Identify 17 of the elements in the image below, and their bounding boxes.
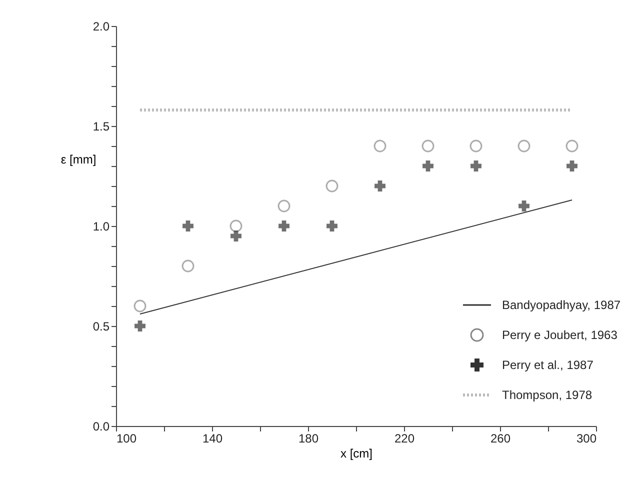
y-tick-label: 1.5 [92, 120, 110, 134]
x-tick-label: 140 [202, 432, 223, 446]
x-tick-label: 260 [490, 432, 511, 446]
x-tick-label: 180 [298, 432, 319, 446]
legend-label: Perry e Joubert, 1963 [502, 328, 618, 342]
y-tick-label: 2.0 [92, 20, 110, 34]
y-tick-label: 0.5 [92, 320, 110, 334]
x-tick-label: 220 [394, 432, 415, 446]
legend-label: Perry et al., 1987 [502, 358, 594, 372]
x-tick-label: 100 [116, 432, 137, 446]
y-axis-title: ε [mm] [60, 152, 96, 166]
legend-label: Thompson, 1978 [502, 388, 592, 402]
x-axis-title: x [cm] [340, 446, 372, 460]
legend-label: Bandyopadhyay, 1987 [502, 298, 621, 312]
y-tick-label: 1.0 [92, 220, 110, 234]
y-tick-label: 0.0 [92, 420, 110, 434]
x-tick-label: 300 [576, 432, 597, 446]
